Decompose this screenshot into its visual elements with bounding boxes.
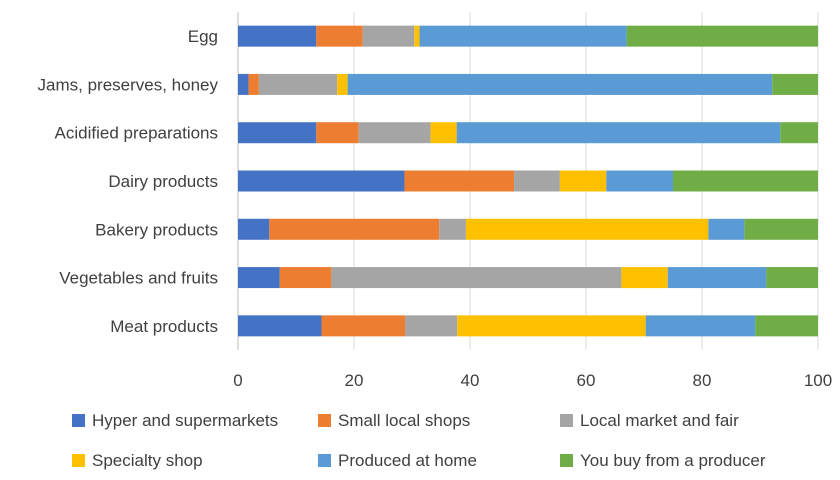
bar-segment [238,122,317,144]
x-tick-label: 40 [461,371,480,390]
bar-segment [414,25,420,47]
legend-swatch [318,454,331,467]
bar-segment [316,122,359,144]
bar-segment [331,267,622,289]
category-label: Acidified preparations [55,124,218,143]
bar-segment [248,73,259,95]
bar-segment [465,218,709,240]
bar-segment [238,25,317,47]
bar-segment [673,170,818,192]
bar-segment [337,73,348,95]
category-label: Dairy products [108,172,218,191]
bar-segment [755,315,818,337]
x-tick-label: 20 [345,371,364,390]
bar-segment [238,170,405,192]
x-tick-label: 100 [804,371,832,390]
legend: Hyper and supermarkets Small local shops L… [72,411,766,470]
bar-segment [514,170,560,192]
legend-label: Small local shops [338,411,470,430]
bars [238,25,818,337]
legend-label: Specialty shop [92,451,203,470]
x-tick-label: 60 [577,371,596,390]
bar-segment [621,267,668,289]
bar-segment [606,170,673,192]
bar-segment [258,73,338,95]
bar-segment [405,315,458,337]
bar-segment [744,218,818,240]
legend-swatch [72,414,85,427]
legend-label: You buy from a producer [580,451,766,470]
bar-segment [238,73,249,95]
bar-segment [238,315,322,337]
bar-segment [316,25,363,47]
bar-segment [559,170,607,192]
legend-swatch [560,454,573,467]
x-tick-label: 0 [233,371,242,390]
bar-segment [358,122,431,144]
bar-segment [626,25,818,47]
bar-segment [457,315,646,337]
bar-segment [708,218,745,240]
category-labels: Egg Jams, preserves, honey Acidified prepa… [38,27,219,336]
bar-segment [772,73,818,95]
x-tick-label: 80 [693,371,712,390]
x-tick-labels: 0 20 40 60 80 100 [233,371,832,390]
bar-segment [269,218,440,240]
bar-segment [419,25,627,47]
bar-segment [439,218,466,240]
legend-swatch [318,414,331,427]
bar-segment [362,25,415,47]
legend-swatch [560,414,573,427]
legend-swatch [72,454,85,467]
legend-label: Hyper and supermarkets [92,411,278,430]
bar-segment [404,170,515,192]
bar-segment [321,315,406,337]
legend-label: Produced at home [338,451,477,470]
bar-segment [347,73,773,95]
bar-segment [456,122,781,144]
category-label: Bakery products [95,220,218,239]
category-label: Egg [188,27,218,46]
bar-segment [238,218,270,240]
bar-segment [645,315,756,337]
bar-segment [279,267,332,289]
category-label: Meat products [110,317,218,336]
legend-label: Local market and fair [580,411,739,430]
category-label: Jams, preserves, honey [38,75,219,94]
bar-segment [238,267,280,289]
bar-segment [667,267,767,289]
bar-segment [766,267,818,289]
bar-segment [430,122,457,144]
category-label: Vegetables and fruits [59,269,218,288]
bar-segment [780,122,818,144]
